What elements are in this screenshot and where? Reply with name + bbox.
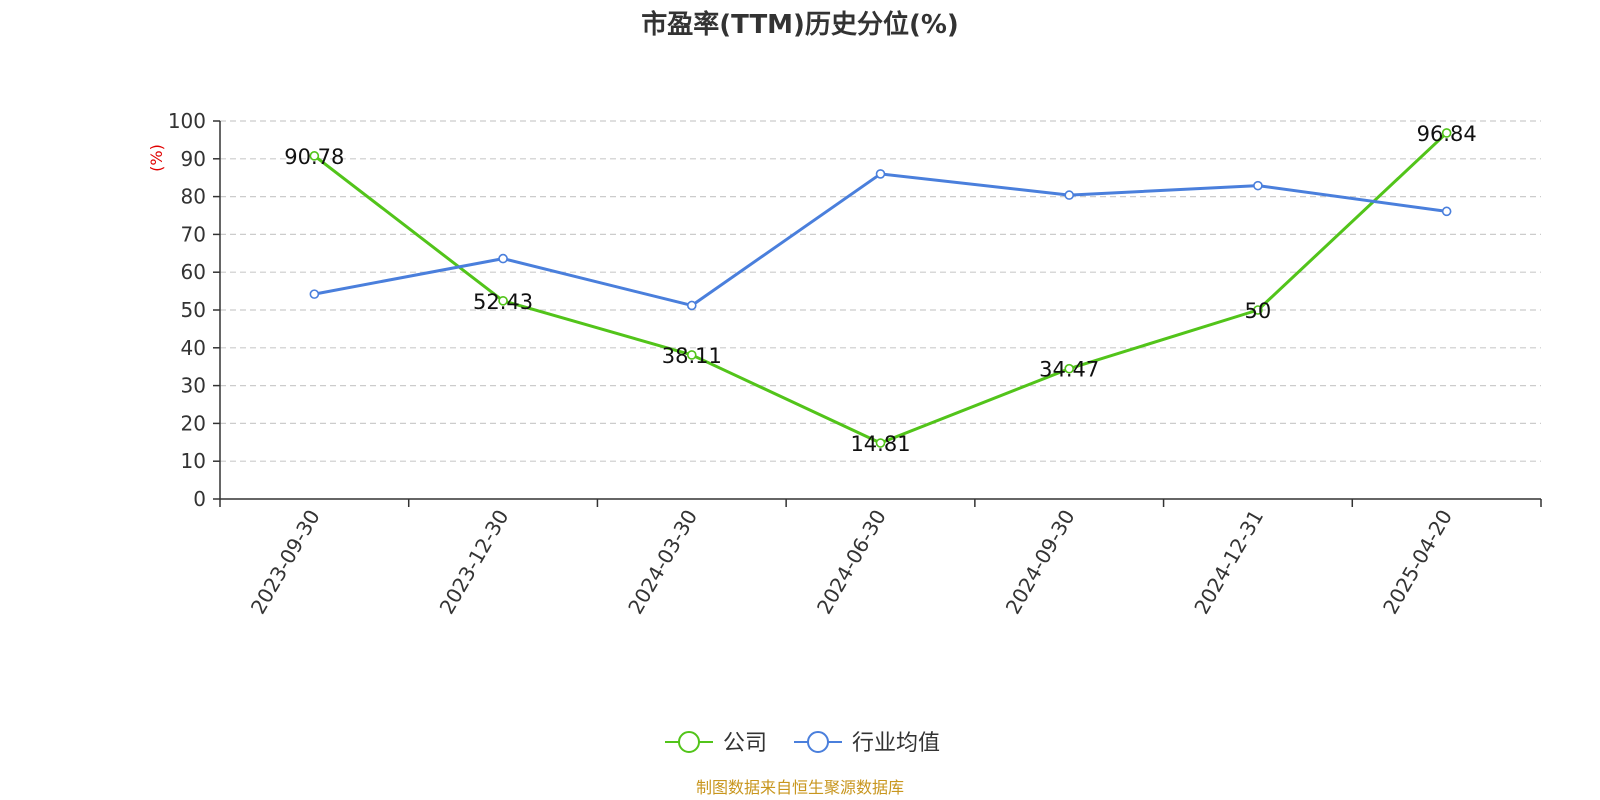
y-tick-label: 40 [181,336,206,360]
y-tick-label: 30 [181,374,206,398]
source-note: 制图数据来自恒生聚源数据库 [696,778,904,797]
data-label: 38.11 [662,344,722,368]
data-point [875,169,886,179]
data-point [1064,190,1075,200]
series-group [309,128,1452,448]
legend: 公司 行业均值 [665,731,940,756]
series-line [313,131,1448,445]
data-label: 90.78 [284,145,344,169]
x-tick-label: 2023-12-30 [434,505,513,618]
data-point [1253,180,1263,191]
y-tick-label: 80 [181,185,206,209]
y-tick-label: 70 [181,222,206,246]
legend-marker-circle[interactable] [678,731,700,753]
grid-lines [220,120,1541,462]
data-label: 34.47 [1039,358,1099,382]
data-label: 96.84 [1417,122,1477,146]
chart-title: 市盈率(TTM)历史分位(%) [641,9,959,40]
data-point [309,151,320,161]
data-point [1064,363,1075,374]
x-tick-label: 2025-04-20 [1378,506,1457,619]
data-point [686,300,697,311]
x-tick-label: 2023-09-30 [246,506,325,619]
y-axis-label: (%) [147,144,166,172]
y-tick-label: 100 [168,109,206,133]
x-tick-label: 2024-12-31 [1189,506,1268,619]
x-tick-label: 2024-03-30 [623,506,702,619]
y-tick-label: 60 [181,260,206,284]
data-label: 50 [1245,299,1272,323]
y-tick-label: 90 [181,147,206,171]
data-point [498,296,508,306]
data-point [1441,128,1452,138]
x-tick-label: 2024-09-30 [1001,506,1080,619]
axes: 0 10 20 30 40 50 60 70 80 90 100 2023-09-30 2023-12-… [168,109,1542,619]
legend-marker-circle[interactable] [807,731,829,753]
x-tick-label: 2024-06-30 [812,506,891,619]
y-tick-label: 50 [181,298,206,322]
data-point [498,253,508,264]
legend-label[interactable]: 公司 [723,731,767,756]
data-point [875,438,886,448]
data-label: 52.43 [473,290,533,314]
legend-label[interactable]: 行业均值 [852,731,940,756]
data-point [309,289,320,299]
data-point [1253,305,1263,315]
y-tick-label: 10 [181,449,206,473]
y-tick-label: 0 [193,487,206,511]
data-label: 14.81 [850,432,910,456]
data-point [1441,206,1452,217]
y-tick-label: 20 [181,411,206,435]
data-point [686,350,697,360]
data-labels: 90.78 52.43 38.11 14.81 34.47 50 96.84 [284,122,1476,456]
